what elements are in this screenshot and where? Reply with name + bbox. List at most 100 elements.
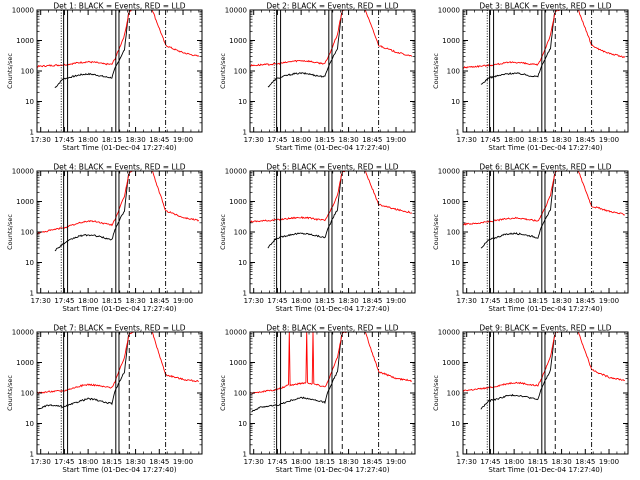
detector-panel-1: 1 10 100 1000 10000 17:30 17:45 18:00 18:15 18:30… <box>6 2 203 152</box>
x-axis-label: Start Time (01-Dec-04 17:27:40) <box>275 144 389 152</box>
y-tick-label: 1 <box>30 290 34 298</box>
x-tick-label: 18:15 <box>102 297 122 305</box>
y-axis-label: Counts/sec <box>432 53 440 89</box>
x-axis-label: Start Time (01-Dec-04 17:27:40) <box>488 144 602 152</box>
x-axis-label: Start Time (01-Dec-04 17:27:40) <box>275 466 389 474</box>
panel-title: Det 4: BLACK = Events, RED = LLD <box>53 163 185 172</box>
events-series-line <box>480 12 555 85</box>
x-axis-label: Start Time (01-Dec-04 17:27:40) <box>62 305 176 313</box>
x-tick-label: 18:15 <box>315 458 335 466</box>
detector-panel-8: 1 10 100 1000 10000 17:30 17:45 18:00 18:15 18:30… <box>219 324 416 474</box>
plot-frame <box>249 9 416 133</box>
y-tick-label: 10000 <box>438 7 460 15</box>
y-tick-label: 100 <box>234 229 247 237</box>
x-tick-label: 18:30 <box>338 297 358 305</box>
detector-panel-7: 1 10 100 1000 10000 17:30 17:45 18:00 18:15 18:30… <box>6 324 203 474</box>
plot-frame <box>249 331 416 455</box>
y-tick-label: 1000 <box>16 359 34 367</box>
y-tick-label: 1 <box>456 129 460 137</box>
y-axis-label: Counts/sec <box>219 53 227 89</box>
y-tick-label: 10 <box>25 420 34 428</box>
panel-title: Det 6: BLACK = Events, RED = LLD <box>479 163 611 172</box>
y-tick-label: 10000 <box>12 7 34 15</box>
detector-panel-6: 1 10 100 1000 10000 17:30 17:45 18:00 18:15 18:30… <box>432 163 629 313</box>
x-tick-label: 18:45 <box>362 458 382 466</box>
y-tick-label: 10 <box>25 259 34 267</box>
x-tick-label: 17:45 <box>480 297 500 305</box>
x-tick-label: 18:30 <box>551 458 571 466</box>
x-tick-label: 18:30 <box>125 136 145 144</box>
y-tick-label: 1000 <box>442 359 460 367</box>
x-tick-label: 19:00 <box>173 458 193 466</box>
x-tick-label: 17:45 <box>54 136 74 144</box>
x-tick-label: 19:00 <box>386 136 406 144</box>
x-tick-label: 18:00 <box>291 136 311 144</box>
x-tick-label: 18:30 <box>551 297 571 305</box>
x-axis-label: Start Time (01-Dec-04 17:27:40) <box>275 305 389 313</box>
y-tick-label: 10000 <box>438 329 460 337</box>
x-tick-label: 17:30 <box>31 297 51 305</box>
y-tick-label: 10 <box>238 98 247 106</box>
x-tick-label: 18:15 <box>528 136 548 144</box>
x-tick-label: 18:00 <box>504 297 524 305</box>
y-tick-label: 1 <box>243 451 247 459</box>
x-tick-label: 18:00 <box>504 136 524 144</box>
x-tick-label: 18:00 <box>78 297 98 305</box>
events-series-line <box>480 334 555 410</box>
x-tick-label: 18:45 <box>362 136 382 144</box>
y-tick-label: 10 <box>451 259 460 267</box>
panel-title: Det 8: BLACK = Events, RED = LLD <box>266 324 398 333</box>
x-axis-label: Start Time (01-Dec-04 17:27:40) <box>488 466 602 474</box>
x-tick-label: 18:45 <box>149 297 169 305</box>
x-tick-label: 19:00 <box>599 297 619 305</box>
y-tick-label: 10 <box>25 98 34 106</box>
x-tick-label: 17:30 <box>457 297 477 305</box>
x-axis-label: Start Time (01-Dec-04 17:27:40) <box>62 466 176 474</box>
y-tick-label: 10 <box>238 259 247 267</box>
events-series-line <box>267 12 342 88</box>
y-tick-label: 100 <box>21 68 34 76</box>
x-axis-label: Start Time (01-Dec-04 17:27:40) <box>62 144 176 152</box>
x-tick-label: 17:45 <box>267 297 287 305</box>
y-tick-label: 10000 <box>225 168 247 176</box>
x-tick-label: 18:45 <box>362 297 382 305</box>
x-tick-label: 18:00 <box>291 458 311 466</box>
plot-frame <box>36 170 203 294</box>
x-tick-label: 18:30 <box>125 297 145 305</box>
panel-title: Det 9: BLACK = Events, RED = LLD <box>479 324 611 333</box>
x-tick-label: 17:30 <box>31 136 51 144</box>
x-tick-label: 17:45 <box>54 458 74 466</box>
x-tick-label: 17:30 <box>31 458 51 466</box>
y-tick-label: 100 <box>21 390 34 398</box>
plot-frame <box>249 170 416 294</box>
x-tick-label: 18:30 <box>125 458 145 466</box>
x-tick-label: 19:00 <box>173 297 193 305</box>
x-tick-label: 17:45 <box>480 458 500 466</box>
x-tick-label: 17:45 <box>480 136 500 144</box>
y-tick-label: 1 <box>456 451 460 459</box>
y-tick-label: 10000 <box>12 168 34 176</box>
x-tick-label: 18:15 <box>528 297 548 305</box>
x-tick-label: 18:30 <box>551 136 571 144</box>
x-tick-label: 18:00 <box>78 136 98 144</box>
y-tick-label: 10 <box>451 420 460 428</box>
detector-panel-2: 1 10 100 1000 10000 17:30 17:45 18:00 18:15 18:30… <box>219 2 416 152</box>
y-tick-label: 10000 <box>438 168 460 176</box>
y-axis-label: Counts/sec <box>6 53 14 89</box>
y-tick-label: 1 <box>30 129 34 137</box>
x-tick-label: 17:30 <box>244 297 264 305</box>
x-axis-label: Start Time (01-Dec-04 17:27:40) <box>488 305 602 313</box>
x-tick-label: 18:45 <box>149 458 169 466</box>
x-tick-label: 18:45 <box>149 136 169 144</box>
events-series-line <box>54 12 129 89</box>
x-tick-label: 19:00 <box>386 297 406 305</box>
y-tick-label: 10000 <box>225 329 247 337</box>
detector-panel-3: 1 10 100 1000 10000 17:30 17:45 18:00 18:15 18:30… <box>432 2 629 152</box>
x-tick-label: 18:00 <box>291 297 311 305</box>
panel-title: Det 5: BLACK = Events, RED = LLD <box>266 163 398 172</box>
panel-title: Det 1: BLACK = Events, RED = LLD <box>53 2 185 11</box>
x-tick-label: 18:00 <box>78 458 98 466</box>
x-tick-label: 17:45 <box>267 136 287 144</box>
plot-frame <box>462 331 629 455</box>
